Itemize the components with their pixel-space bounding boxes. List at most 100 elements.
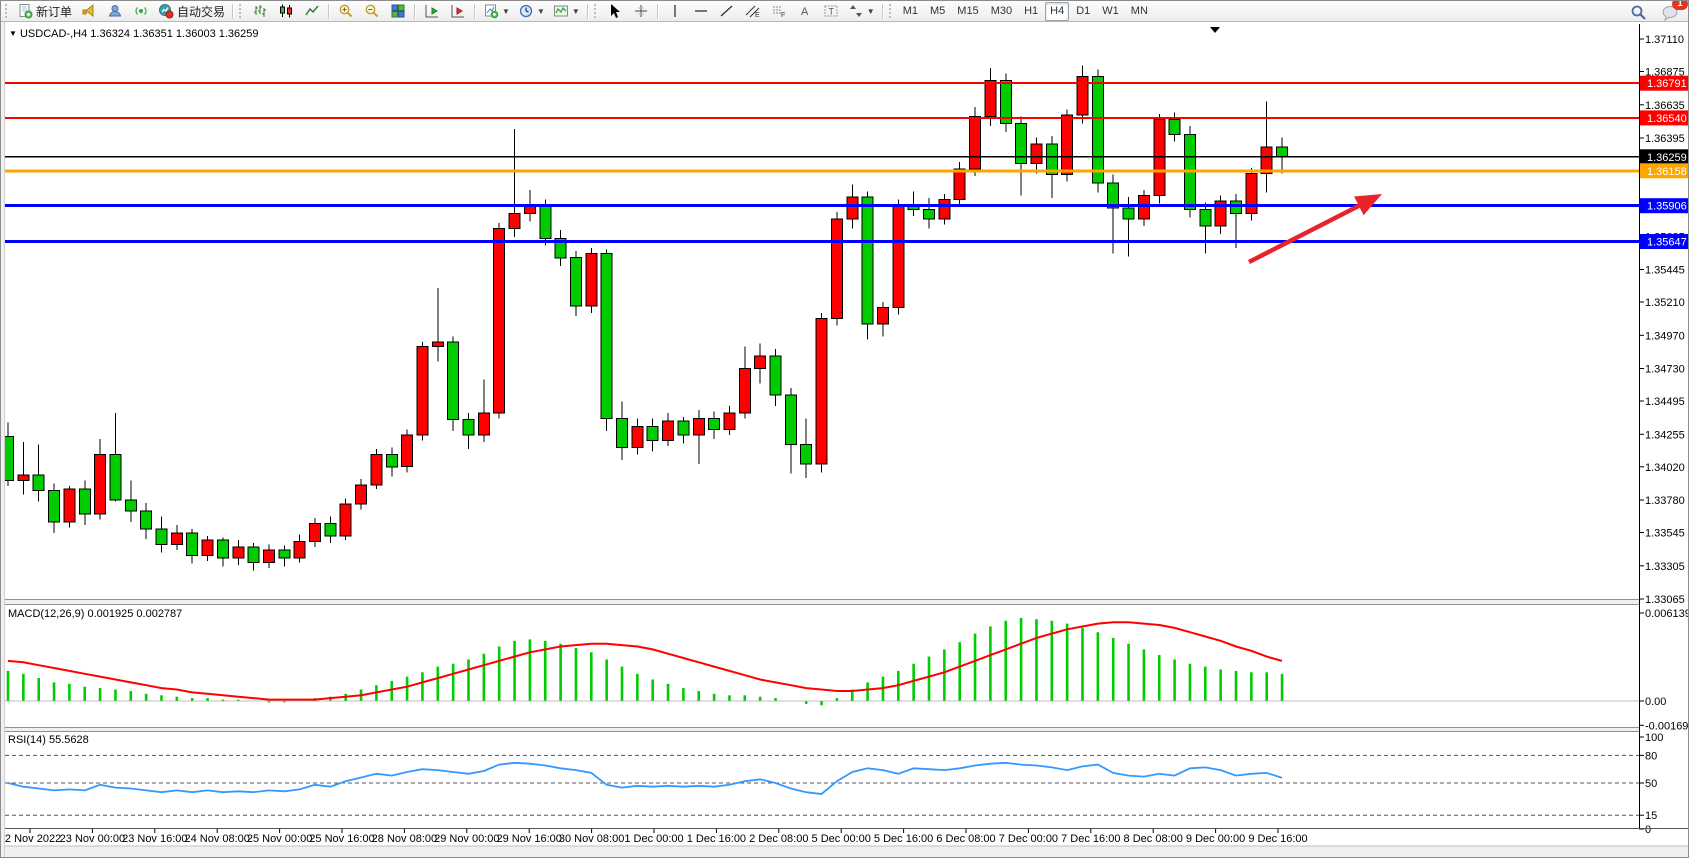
svg-text:0.00: 0.00	[1645, 696, 1666, 708]
toolbar: 新订单	[1, 1, 1688, 22]
tf-button-D1[interactable]: D1	[1076, 5, 1091, 17]
line-chart-icon	[304, 3, 320, 19]
arrows-tool-button[interactable]: ▼	[844, 1, 879, 21]
price-badge	[1640, 75, 1688, 91]
svg-text:1.37110: 1.37110	[1645, 34, 1684, 46]
svg-text:23 Nov 16:00: 23 Nov 16:00	[122, 833, 187, 845]
fibonacci-tool-button[interactable]: F	[766, 1, 792, 21]
text-label-tool-button[interactable]: T	[818, 1, 844, 21]
tf-button-H1[interactable]: H1	[1024, 5, 1039, 17]
svg-text:1.35210: 1.35210	[1645, 297, 1685, 309]
notification-badge: 1	[1672, 1, 1688, 10]
svg-text:1.33065: 1.33065	[1645, 594, 1685, 606]
chat-button[interactable]: 1	[1657, 1, 1688, 22]
signal-button[interactable]	[128, 1, 154, 21]
search-button[interactable]	[1625, 2, 1651, 22]
zoom-out-icon	[364, 3, 380, 19]
svg-text:1.34970: 1.34970	[1645, 330, 1685, 342]
svg-text:15: 15	[1645, 810, 1657, 822]
timeframe-group: M1 M5 M15 M30 H1 H4 D1 W1 MN	[897, 1, 1154, 21]
tf-button-M15[interactable]: M15	[957, 5, 979, 17]
new-chart-button[interactable]: ▼	[479, 1, 514, 21]
toolbar-separator	[474, 3, 477, 19]
macd-signal-line	[7, 621, 1283, 701]
zoom-in-button[interactable]	[333, 1, 359, 21]
toolbar-separator	[328, 3, 331, 19]
indicators-icon	[553, 3, 569, 19]
tf-button-W1[interactable]: W1	[1102, 5, 1119, 17]
svg-text:1.34495: 1.34495	[1645, 396, 1685, 408]
svg-text:0.006139: 0.006139	[1645, 608, 1689, 620]
svg-text:1 Dec 16:00: 1 Dec 16:00	[687, 833, 746, 845]
svg-text:1.36540: 1.36540	[1647, 113, 1687, 125]
toolbar-right-cluster: 1	[1625, 1, 1688, 22]
horn-button[interactable]	[76, 1, 102, 21]
horizontal-line-tool-button[interactable]	[688, 1, 714, 21]
svg-text:1.36259: 1.36259	[1647, 152, 1687, 164]
bar-chart-icon	[252, 3, 268, 19]
svg-text:1.36791: 1.36791	[1647, 78, 1687, 90]
chart-autoscroll-button[interactable]	[445, 1, 471, 21]
equidistant-channel-icon: E	[745, 3, 761, 19]
signal-icon	[133, 3, 149, 19]
vertical-line-tool-button[interactable]	[662, 1, 688, 21]
toolbar-grip[interactable]	[5, 4, 11, 18]
svg-text:T: T	[828, 7, 834, 17]
zoom-out-button[interactable]	[359, 1, 385, 21]
toolbar-grip[interactable]	[593, 4, 600, 18]
fibonacci-icon: F	[771, 3, 787, 19]
tf-button-H4[interactable]: H4	[1045, 1, 1070, 21]
svg-text:1.33545: 1.33545	[1645, 528, 1685, 540]
vertical-line-icon	[667, 3, 683, 19]
svg-text:7 Dec 00:00: 7 Dec 00:00	[999, 833, 1058, 845]
price-axis: 1.371101.368751.366351.363951.356851.354…	[1639, 24, 1688, 829]
svg-text:25 Nov 16:00: 25 Nov 16:00	[309, 833, 374, 845]
line-chart-button[interactable]	[299, 1, 325, 21]
trend-arrow-annotation[interactable]	[1247, 194, 1382, 265]
price-badge	[1640, 234, 1688, 249]
trendline-tool-button[interactable]	[714, 1, 740, 21]
svg-text:7 Dec 16:00: 7 Dec 16:00	[1061, 833, 1120, 845]
tf-button-M30[interactable]: M30	[990, 5, 1013, 17]
main-chart-canvas[interactable]: 1.371101.368751.366351.363951.356851.354…	[1, 22, 1689, 858]
price-badge	[1640, 149, 1688, 165]
svg-text:5 Dec 00:00: 5 Dec 00:00	[812, 833, 871, 845]
equidistant-channel-tool-button[interactable]: E	[740, 1, 766, 21]
autotrade-button[interactable]: 自动交易	[154, 1, 229, 21]
market-watch-button[interactable]	[102, 1, 128, 21]
text-tool-button[interactable]: A	[792, 1, 818, 21]
profiles-button[interactable]: ▼	[514, 1, 549, 21]
candlestick-chart-button[interactable]	[273, 1, 299, 21]
rsi-line	[7, 761, 1283, 795]
indicators-button[interactable]: ▼	[549, 1, 584, 21]
chevron-down-icon: ▼	[502, 6, 510, 16]
market-watch-icon	[107, 3, 123, 19]
bar-chart-button[interactable]	[247, 1, 273, 21]
new-order-button[interactable]: 新订单	[13, 1, 76, 21]
zoom-in-icon	[338, 3, 354, 19]
profiles-clock-icon	[518, 3, 534, 19]
tf-button-MN[interactable]: MN	[1130, 5, 1148, 17]
svg-text:-0.001692: -0.001692	[1645, 720, 1689, 732]
cursor-tool-button[interactable]	[602, 1, 628, 21]
toolbar-separator	[881, 3, 884, 19]
autotrade-label: 自动交易	[177, 4, 226, 19]
crosshair-tool-button[interactable]	[628, 1, 654, 21]
tf-button-M1[interactable]: M1	[902, 5, 918, 17]
chart-area[interactable]: 1.371101.368751.366351.363951.356851.354…	[1, 22, 1689, 858]
tile-windows-button[interactable]	[385, 1, 411, 21]
svg-text:A: A	[801, 6, 809, 18]
horizontal-line-icon	[693, 3, 709, 19]
toolbar-grip[interactable]	[239, 4, 245, 18]
candlestick-chart-icon	[278, 3, 294, 19]
svg-text:1 Dec 00:00: 1 Dec 00:00	[624, 833, 683, 845]
svg-text:1.36395: 1.36395	[1645, 133, 1685, 145]
toolbar-grip[interactable]	[888, 4, 895, 18]
svg-text:28 Nov 08:00: 28 Nov 08:00	[372, 833, 437, 845]
tf-button-M5[interactable]: M5	[930, 5, 946, 17]
macd-panel: 0.006139 0.00 -0.001692	[5, 608, 1689, 732]
svg-text:1.34020: 1.34020	[1645, 462, 1685, 474]
chart-shift-button[interactable]	[419, 1, 445, 21]
chart-shift-icon	[424, 3, 440, 19]
